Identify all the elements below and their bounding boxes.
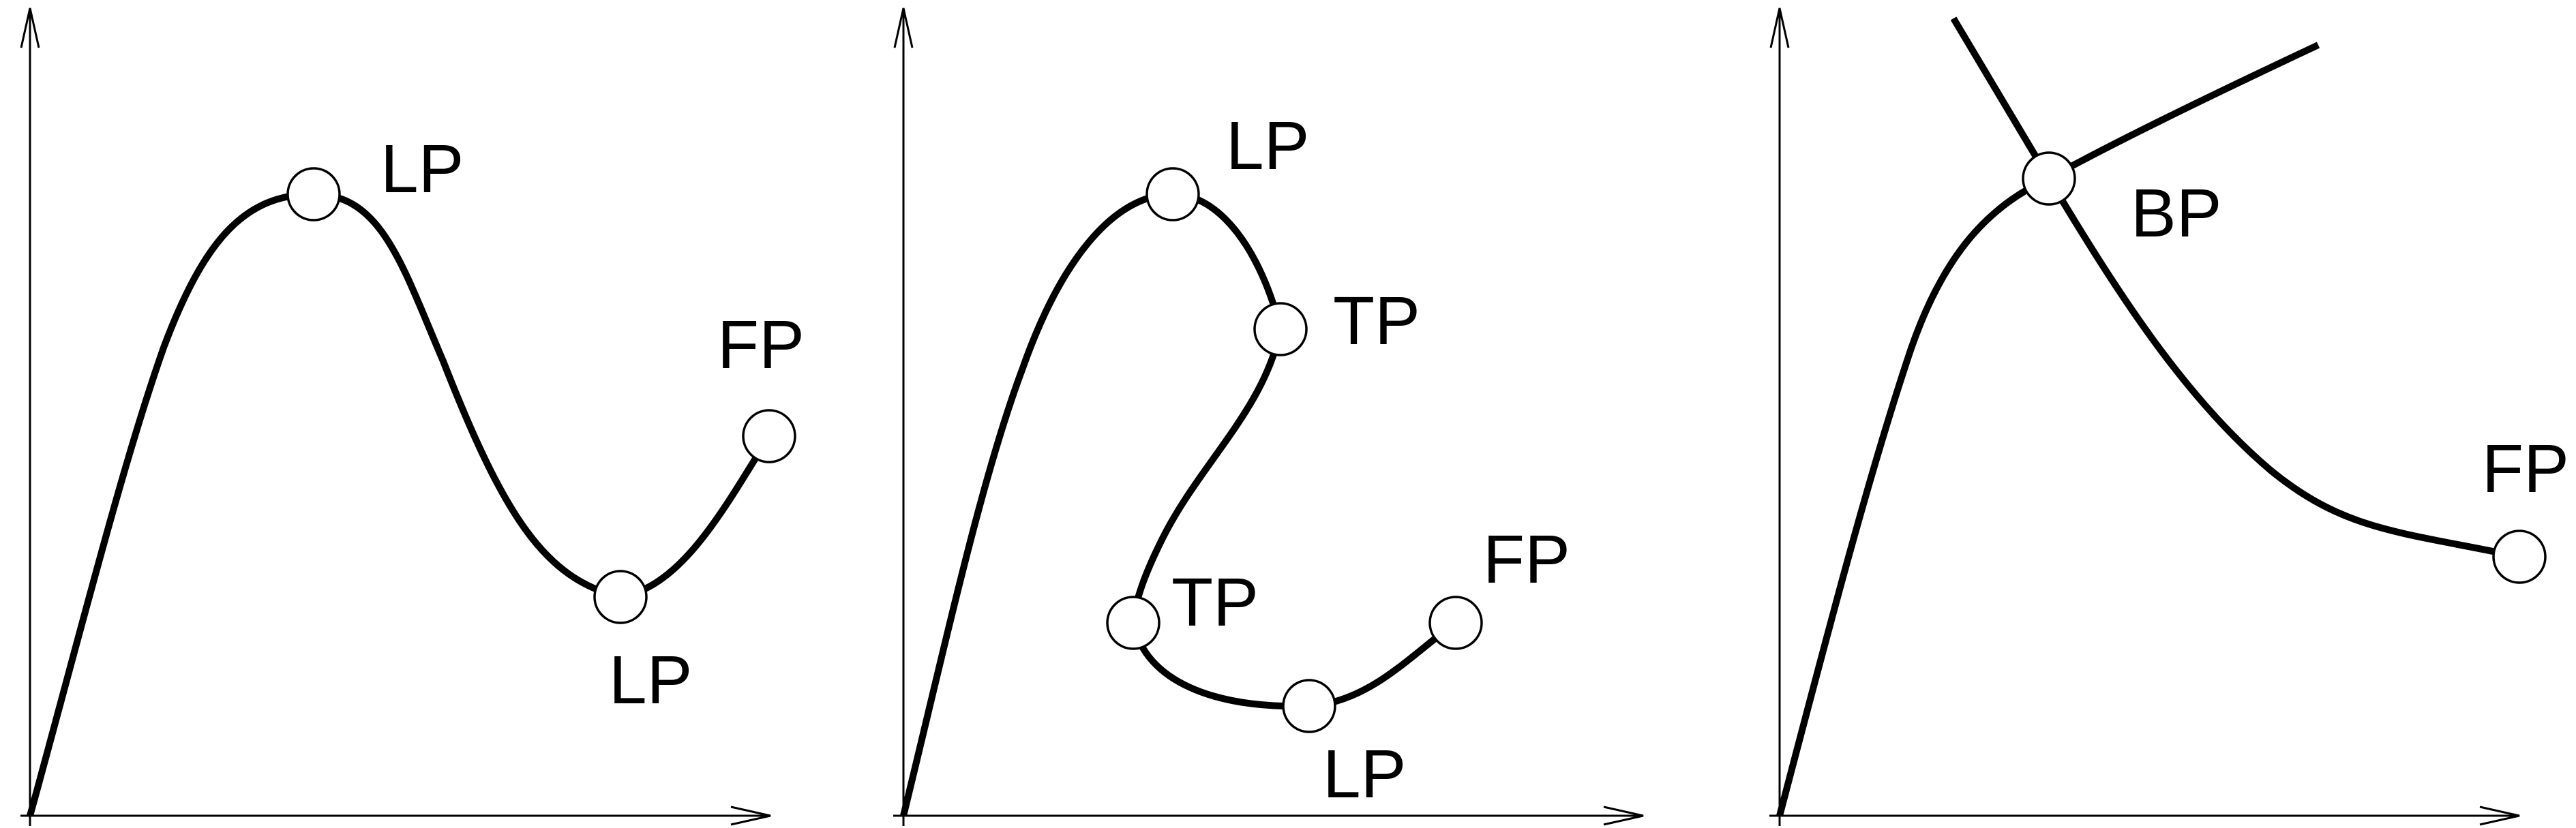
panel-2-x-axis-arrowhead bbox=[1603, 806, 1644, 826]
panel-1: LP LP FP bbox=[20, 7, 805, 826]
panel-1-fp-label: FP bbox=[717, 307, 805, 383]
panel-1-y-axis-arrowhead bbox=[20, 7, 40, 48]
panel-3-secondary-branch bbox=[1950, 16, 2052, 181]
panel-3-y-axis-arrowhead bbox=[1769, 7, 1790, 48]
panel-1-axes bbox=[20, 7, 771, 826]
panel-3-primary-path bbox=[1776, 175, 2051, 817]
panel-1-limit-point-1 bbox=[286, 167, 341, 221]
panel-2-y-axis-arrowhead bbox=[893, 7, 914, 48]
panel-2-lp-label-2: LP bbox=[1323, 736, 1406, 812]
panel-2: LP TP TP LP FP bbox=[893, 7, 1644, 826]
panel-3-x-axis-arrowhead bbox=[2479, 806, 2520, 826]
panel-1-x-axis-arrowhead bbox=[730, 806, 771, 826]
panel-1-lp-label-1: LP bbox=[380, 131, 464, 207]
panel-2-turning-point-2 bbox=[1106, 596, 1160, 650]
panel-1-final-point bbox=[742, 409, 796, 463]
panel-1-limit-point-2 bbox=[593, 570, 648, 624]
panel-2-turning-point-1 bbox=[1253, 302, 1308, 356]
panel-3: BP FP bbox=[1769, 7, 2569, 826]
panel-3-bifurcation-point bbox=[2022, 151, 2076, 206]
panel-2-lp-label-1: LP bbox=[1226, 108, 1309, 184]
panel-1-equilibrium-path bbox=[27, 191, 773, 817]
panel-2-tp-label-1: TP bbox=[1333, 283, 1420, 359]
panel-2-limit-point-1 bbox=[1145, 167, 1200, 221]
panel-2-final-point bbox=[1428, 596, 1483, 650]
panel-1-lp-label-2: LP bbox=[609, 642, 692, 718]
panel-2-axes bbox=[893, 7, 1644, 826]
panel-3-final-point bbox=[2492, 530, 2547, 584]
panel-3-branch-lower bbox=[2046, 177, 2521, 560]
panel-3-bp-label: BP bbox=[2131, 175, 2221, 251]
panel-3-axes bbox=[1769, 7, 2520, 826]
panel-3-fp-label: FP bbox=[2482, 431, 2569, 507]
panel-2-tp-label-2: TP bbox=[1171, 564, 1259, 641]
panel-2-fp-label: FP bbox=[1483, 521, 1570, 598]
panel-2-limit-point-2 bbox=[1282, 679, 1336, 733]
panel-3-branch-upper bbox=[2047, 42, 2320, 182]
